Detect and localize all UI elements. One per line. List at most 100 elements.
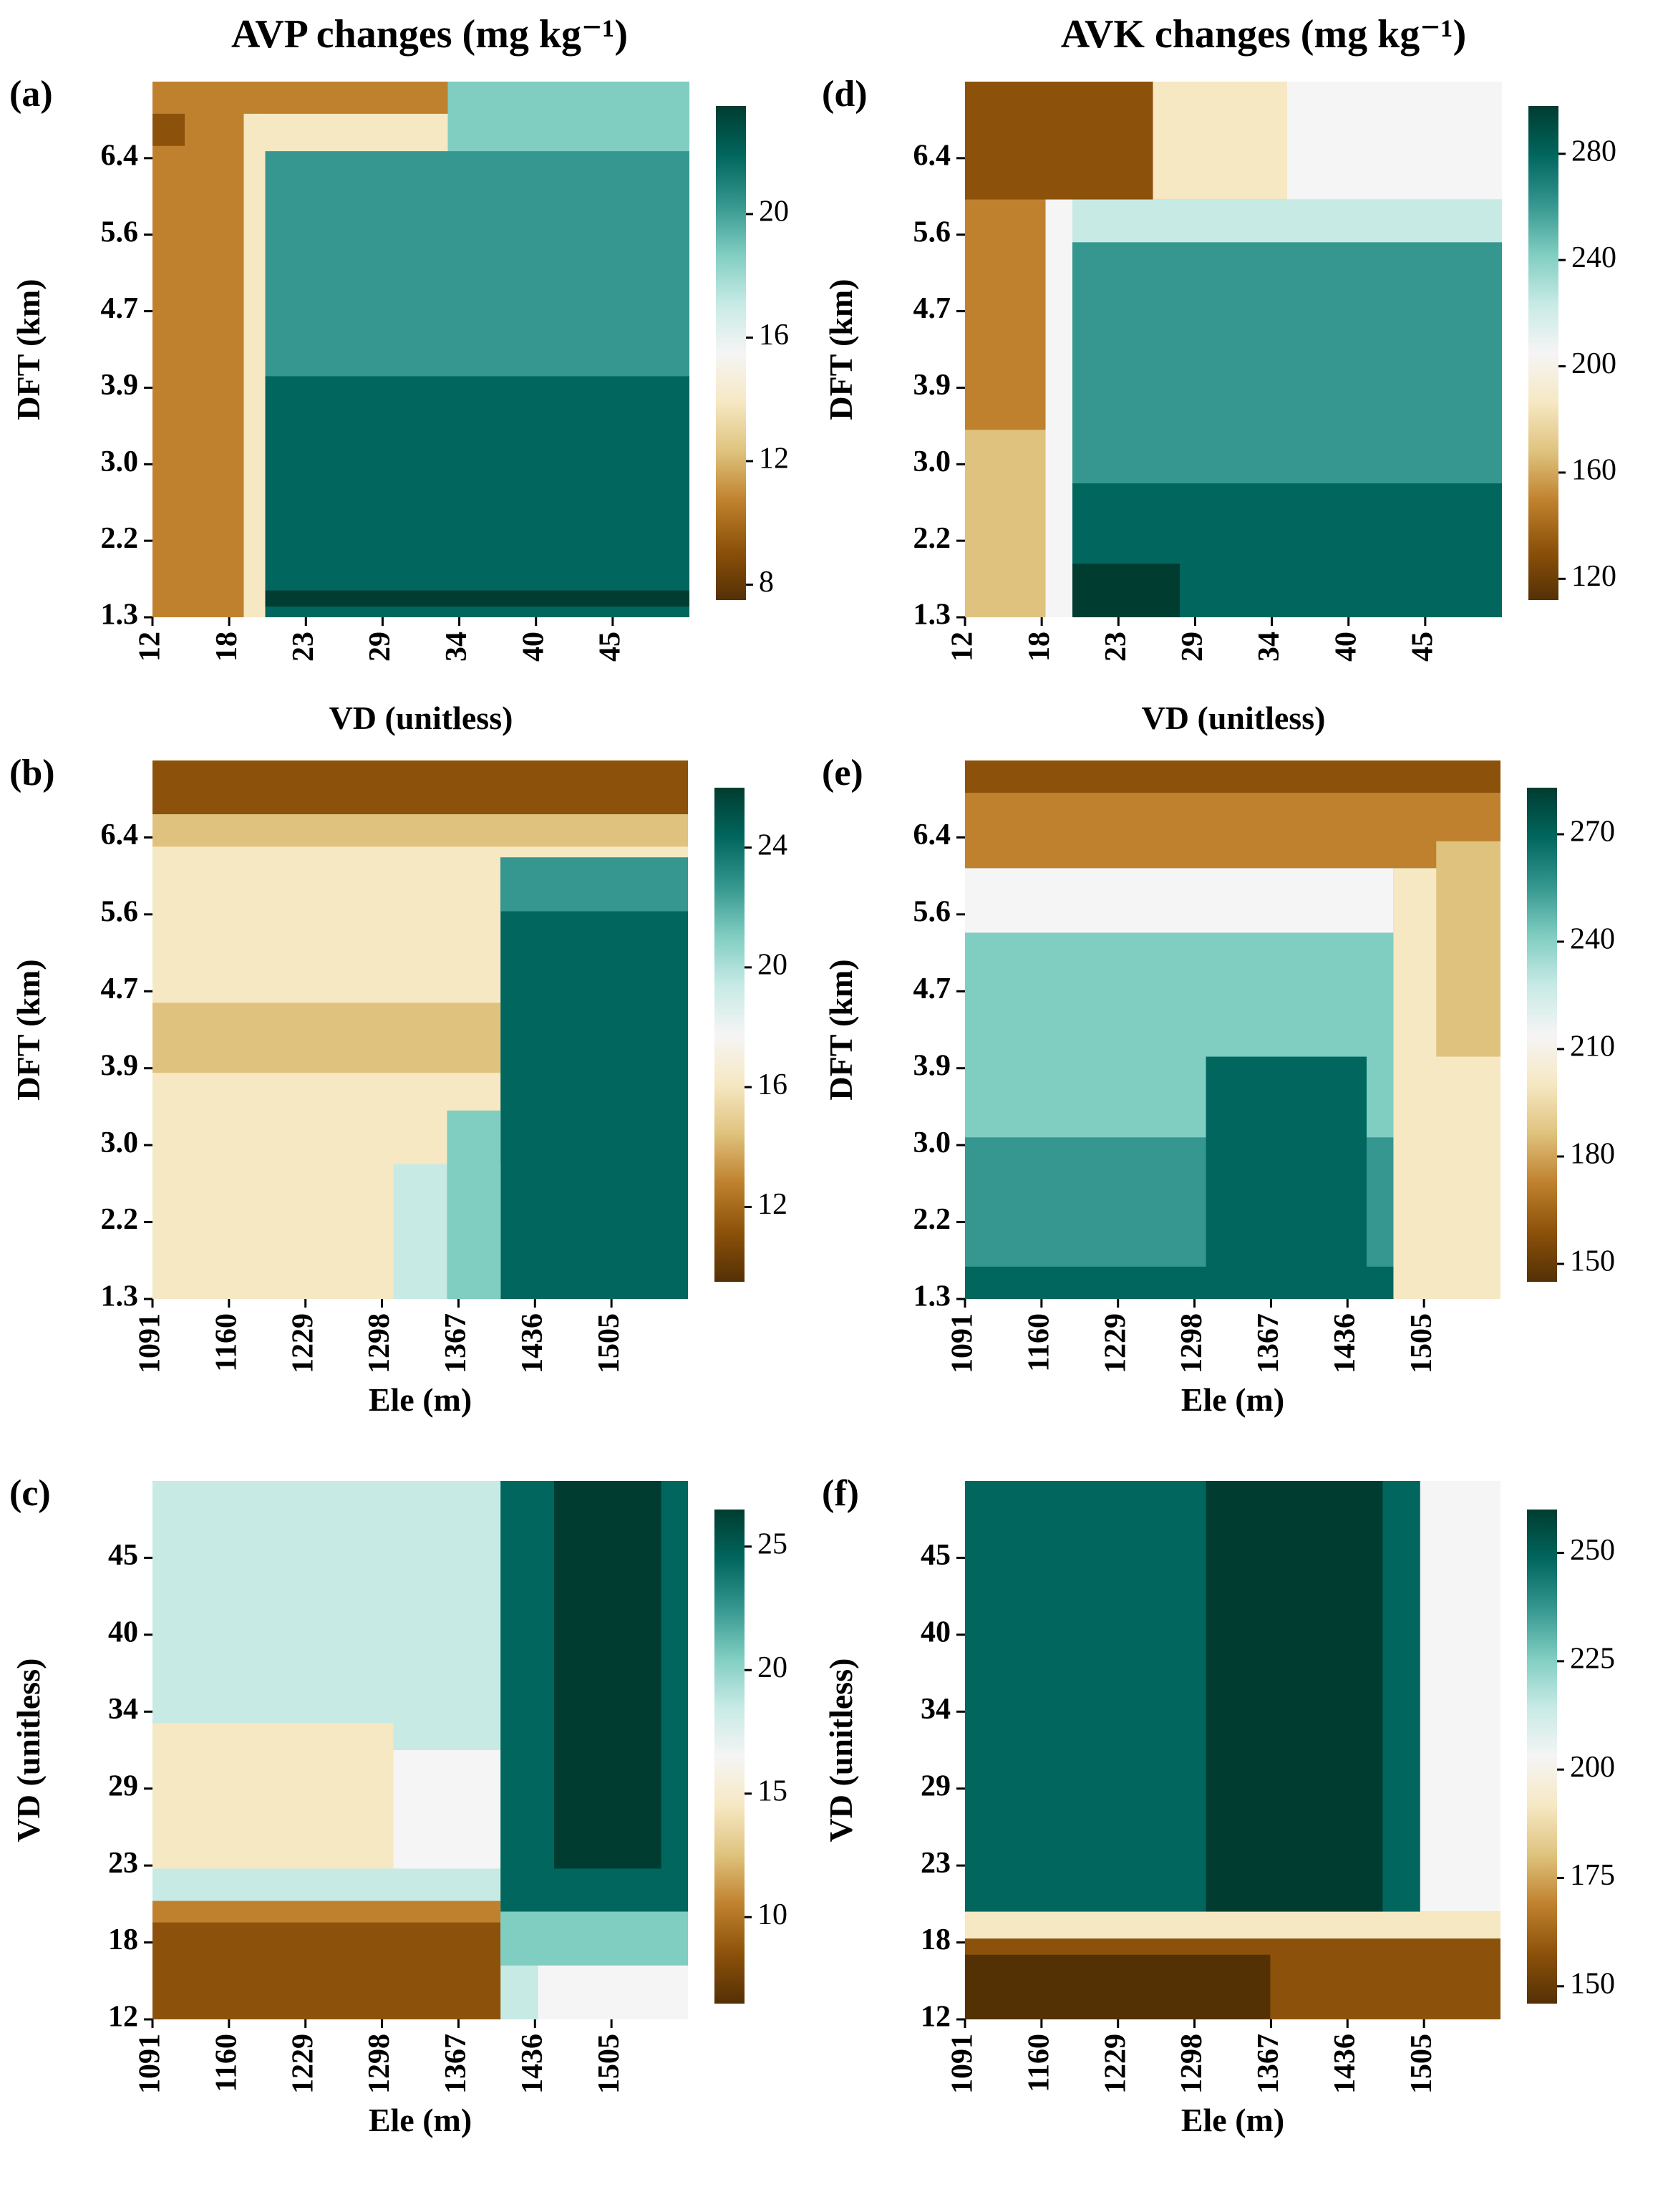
panel-label-b: (b) (9, 753, 55, 793)
colorbar-tick-label: 20 (757, 949, 787, 982)
x-tick-label: 1298 (1175, 1313, 1208, 1373)
heatmap-d (965, 82, 1502, 617)
heatmap-cell-d-8 (1072, 242, 1502, 483)
colorbar-tick-label: 20 (757, 1651, 787, 1684)
panel-label-d: (d) (822, 74, 868, 115)
y-tick-label: 5.6 (101, 895, 139, 928)
y-tick-label: 3.9 (101, 1049, 139, 1082)
x-tick-label: 1436 (516, 1313, 549, 1373)
y-axis-label: DFT (km) (10, 279, 47, 420)
y-tick-label: 34 (108, 1693, 138, 1726)
x-axis-label: VD (unitless) (1142, 700, 1326, 736)
heatmap-cell-e-9 (965, 1266, 1394, 1299)
heatmap-e (965, 760, 1500, 1299)
y-tick-label: 45 (108, 1539, 138, 1572)
colorbar-tick-label: 200 (1570, 1751, 1615, 1784)
x-tick-label: 23 (287, 632, 320, 662)
colorbar-tick-label: 12 (757, 1188, 787, 1221)
x-tick-label: 1229 (286, 1313, 319, 1373)
colorbar-tick-label: 180 (1570, 1138, 1615, 1171)
y-tick-label: 4.7 (913, 292, 951, 325)
colorbar-tick-label: 240 (1570, 923, 1615, 956)
x-axis-label: Ele (m) (1181, 2102, 1284, 2138)
heatmap-cell-e-2 (965, 760, 1500, 793)
x-tick-label: 1160 (210, 2034, 243, 2092)
x-tick-label: 1160 (1022, 1313, 1055, 1372)
colorbar-tick-label: 8 (759, 566, 774, 599)
y-tick-label: 2.2 (101, 1203, 139, 1236)
heatmap-cell-d-2 (965, 188, 1046, 430)
heatmap-cell-e-3 (965, 868, 1394, 933)
heatmap-cell-d-10 (1072, 564, 1180, 617)
y-tick-label: 18 (921, 1923, 951, 1956)
panel-label-e: (e) (822, 753, 863, 793)
x-tick-label: 34 (440, 632, 473, 662)
heatmap-cell-c-2 (152, 1723, 394, 1869)
y-axis-label: DFT (km) (823, 279, 859, 420)
colorbar-f (1527, 1510, 1557, 2004)
y-tick-label: 12 (108, 2001, 138, 2034)
x-tick-label: 1229 (1099, 2034, 1132, 2094)
y-tick-label: 4.7 (101, 292, 139, 325)
heatmap-cell-b-2 (152, 814, 688, 847)
heatmap-cell-c-3 (393, 1750, 501, 1869)
panel-e: (e) 1091 1160 1229 1298 1367 1436 1505 1.3 2.2 3.0… (822, 753, 1615, 1418)
heatmap-cell-f-6 (965, 1954, 1271, 2019)
heatmap-cell-e-6 (1436, 841, 1500, 1057)
heatmap-cell-c-8 (500, 1911, 688, 1966)
y-tick-label: 18 (108, 1923, 138, 1956)
x-tick-label: 18 (1023, 632, 1056, 662)
y-tick-label: 3.0 (101, 1126, 139, 1159)
y-tick-label: 6.4 (101, 139, 139, 172)
heatmap-cell-a-6 (447, 82, 689, 152)
heatmap-cell-a-9 (265, 590, 689, 607)
heatmap-cell-d-7 (1072, 199, 1502, 243)
y-tick-label: 4.7 (913, 972, 951, 1005)
heatmap-cell-a-1 (152, 82, 244, 617)
heatmap-cell-a-8 (265, 376, 689, 617)
colorbar-tick-label: 150 (1570, 1967, 1615, 2000)
panel-label-a: (a) (9, 74, 53, 115)
y-tick-label: 34 (921, 1693, 951, 1726)
heatmap-cell-f-2 (1206, 1481, 1383, 1912)
y-tick-label: 3.0 (913, 445, 951, 478)
y-tick-label: 12 (921, 2001, 951, 2034)
x-tick-label: 12 (946, 632, 979, 662)
avp-column-title: AVP changes (mg kg⁻¹) (231, 12, 628, 57)
colorbar-tick-label: 10 (757, 1898, 787, 1931)
x-tick-label: 1091 (134, 2034, 167, 2094)
colorbar-b (714, 788, 745, 1282)
colorbar-tick-label: 200 (1571, 347, 1616, 380)
colorbar-tick-label: 24 (757, 829, 787, 861)
x-axis-label: Ele (m) (1181, 1381, 1284, 1418)
x-tick-label: 29 (364, 632, 397, 662)
x-tick-label: 45 (1406, 632, 1439, 662)
y-axis-label: VD (unitless) (10, 1658, 47, 1842)
x-tick-label: 1367 (440, 2034, 472, 2094)
y-tick-label: 5.6 (913, 895, 951, 928)
x-axis-label: Ele (m) (369, 2102, 472, 2138)
y-tick-label: 45 (921, 1539, 951, 1572)
avk-column-title: AVK changes (mg kg⁻¹) (1061, 12, 1466, 57)
heatmap-a (152, 82, 689, 617)
heatmap-cell-b-1 (152, 760, 688, 815)
heatmap-cell-b-7 (447, 1110, 501, 1299)
heatmap-cell-b-3 (152, 1003, 501, 1073)
panel-label-f: (f) (822, 1473, 859, 1514)
y-tick-label: 3.0 (101, 445, 139, 478)
colorbar-tick-label: 16 (759, 319, 789, 352)
x-tick-label: 1505 (1405, 1313, 1438, 1373)
panels: (a) 12 18 23 29 34 40 45 1.3 2.2 3.0 3.9 4.7 5.6 6.4 VD… (9, 74, 1616, 2138)
x-tick-label: 1298 (1175, 2034, 1208, 2094)
x-tick-label: 1367 (1252, 1313, 1285, 1373)
x-tick-label: 1160 (1022, 2034, 1055, 2092)
x-tick-label: 1091 (946, 2034, 979, 2094)
y-tick-label: 6.4 (913, 139, 951, 172)
x-tick-label: 1505 (593, 1313, 626, 1373)
colorbar-tick-label: 12 (759, 443, 789, 475)
heatmap-cell-c-7 (554, 1481, 661, 1869)
heatmap-cell-c-9 (538, 1965, 688, 2019)
heatmap-cell-c-1 (152, 1481, 501, 1707)
panel-a: (a) 12 18 23 29 34 40 45 1.3 2.2 3.0 3.9 4.7 5.6 6.4 VD… (9, 74, 789, 736)
